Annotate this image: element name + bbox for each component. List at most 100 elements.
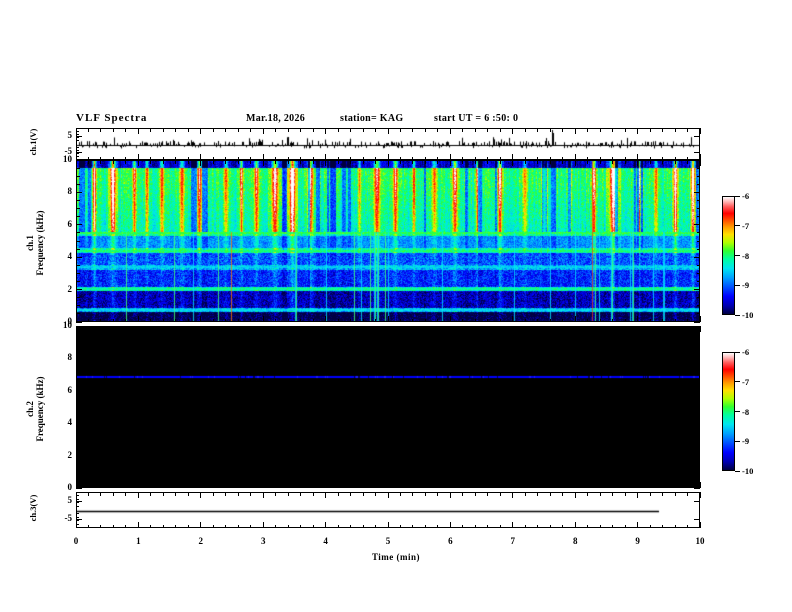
ch1-yminor--4 — [76, 149, 79, 151]
x-tick-3-3 — [112, 492, 114, 496]
cbar2-tick-label-2: -8 — [742, 406, 750, 417]
x-tick-b-1-7 — [162, 318, 164, 322]
ch1s-ytick-r-7 — [696, 208, 700, 210]
ch1s-ytick-label-10: 10 — [63, 154, 72, 164]
x-tick-b-3-46 — [649, 524, 651, 528]
ch1s-ytick-label-2: 2 — [67, 283, 73, 294]
ch1s-ytick-r-2 — [694, 289, 700, 291]
x-tick-2-6 — [150, 326, 152, 330]
x-tick-b-0-37 — [537, 156, 539, 160]
x-tick-b-2-15 — [262, 482, 264, 488]
ch2s-ytick-0.5 — [76, 479, 80, 481]
x-tick-0-30 — [449, 128, 451, 134]
x-tick-1-6 — [150, 160, 152, 164]
x-tick-b-3-42 — [599, 524, 601, 528]
x-tick-b-1-46 — [649, 318, 651, 322]
ch3-yminor--6 — [76, 520, 79, 522]
x-tick-3-22 — [350, 492, 352, 496]
ch2s-ytick-r-9.5 — [696, 333, 700, 335]
x-tick-b-3-3 — [112, 524, 114, 528]
ch2-frequency-axis-label: ch.2 Frequency (kHz) — [25, 334, 45, 484]
x-tick-2-44 — [624, 326, 626, 330]
x-tick-0-38 — [549, 128, 551, 132]
x-tick-1-29 — [437, 160, 439, 164]
x-tick-2-1 — [87, 326, 89, 330]
ch2s-ytick-r-0 — [694, 487, 700, 489]
x-tick-2-26 — [399, 326, 401, 330]
ch3-ytick-label-0: 5 — [67, 495, 73, 505]
x-tick-0-46 — [649, 128, 651, 132]
ch1s-ytick-2.5 — [76, 281, 80, 282]
x-tick-0-7 — [162, 128, 164, 132]
x-tick-2-35 — [512, 326, 514, 332]
x-tick-b-3-20 — [325, 522, 327, 528]
x-tick-2-7 — [162, 326, 164, 330]
x-tick-b-2-16 — [275, 484, 277, 488]
x-tick-1-30 — [449, 160, 451, 166]
x-tick-0-31 — [462, 128, 464, 132]
ch2s-ytick-label-8: 8 — [67, 352, 73, 363]
x-tick-b-1-27 — [412, 318, 414, 322]
x-tick-1-43 — [612, 160, 614, 164]
ch2s-ytick-r-4.5 — [696, 414, 700, 416]
x-tick-3-15 — [262, 492, 264, 498]
x-tick-1-40 — [574, 160, 576, 166]
x-tick-b-2-40 — [574, 482, 576, 488]
x-tick-b-2-25 — [387, 482, 389, 488]
ch2s-ytick-r-5.5 — [696, 398, 700, 400]
x-tick-b-0-24 — [375, 156, 377, 160]
x-tick-b-0-1 — [87, 156, 89, 160]
ch1s-ytick-6 — [76, 224, 82, 226]
x-tick-1-37 — [537, 160, 539, 164]
ch2s-ytick-1 — [76, 471, 80, 473]
ch2s-ytick-5.5 — [76, 398, 80, 400]
x-tick-2-37 — [537, 326, 539, 330]
x-tick-1-28 — [424, 160, 426, 164]
x-tick-b-3-29 — [437, 524, 439, 528]
ch1s-ytick-6.5 — [76, 216, 80, 218]
x-tick-b-0-23 — [362, 156, 364, 160]
ch2s-ytick-8.5 — [76, 349, 80, 351]
panel-ch1-spectrogram — [76, 160, 700, 322]
x-tick-b-1-16 — [275, 318, 277, 322]
ch1-axis-line2: Frequency (kHz) — [35, 210, 45, 276]
x-tick-b-3-26 — [399, 524, 401, 528]
ch1s-ytick-r-5.5 — [696, 232, 700, 234]
ch1-ytick-r-1 — [694, 151, 700, 153]
x-tick-b-2-6 — [150, 484, 152, 488]
x-tick-b-2-20 — [325, 482, 327, 488]
x-tick-b-1-3 — [112, 318, 114, 322]
x-tick-1-42 — [599, 160, 601, 164]
ch1s-ytick-7 — [76, 208, 80, 210]
x-tick-0-50 — [699, 128, 701, 134]
x-tick-b-0-9 — [187, 156, 189, 160]
x-tick-2-15 — [262, 326, 264, 332]
x-tick-b-3-0 — [75, 522, 77, 528]
x-tick-3-37 — [537, 492, 539, 496]
x-tick-b-3-2 — [100, 524, 102, 528]
x-tick-b-0-5 — [137, 154, 139, 160]
x-tick-b-2-41 — [587, 484, 589, 488]
x-tick-0-40 — [574, 128, 576, 134]
ch2s-ytick-4.5 — [76, 414, 80, 416]
x-tick-b-3-27 — [412, 524, 414, 528]
x-tick-b-3-35 — [512, 522, 514, 528]
x-tick-2-12 — [225, 326, 227, 330]
x-tick-3-45 — [637, 492, 639, 498]
x-tick-b-3-30 — [449, 522, 451, 528]
cbar1-tick-0 — [735, 195, 740, 197]
x-tick-b-2-32 — [474, 484, 476, 488]
ch3-ytick-0 — [76, 500, 82, 502]
ch1s-ytick-4.5 — [76, 248, 80, 250]
x-tick-b-2-12 — [225, 484, 227, 488]
x-tick-1-15 — [262, 160, 264, 166]
x-tick-b-2-13 — [237, 484, 239, 488]
ch2-axis-line2: Frequency (kHz) — [35, 376, 45, 442]
x-tick-0-15 — [262, 128, 264, 134]
x-tick-b-1-43 — [612, 318, 614, 322]
x-tick-b-2-35 — [512, 482, 514, 488]
x-tick-2-28 — [424, 326, 426, 330]
cbar2-tick-label-4: -10 — [742, 466, 754, 476]
x-tick-b-3-23 — [362, 524, 364, 528]
